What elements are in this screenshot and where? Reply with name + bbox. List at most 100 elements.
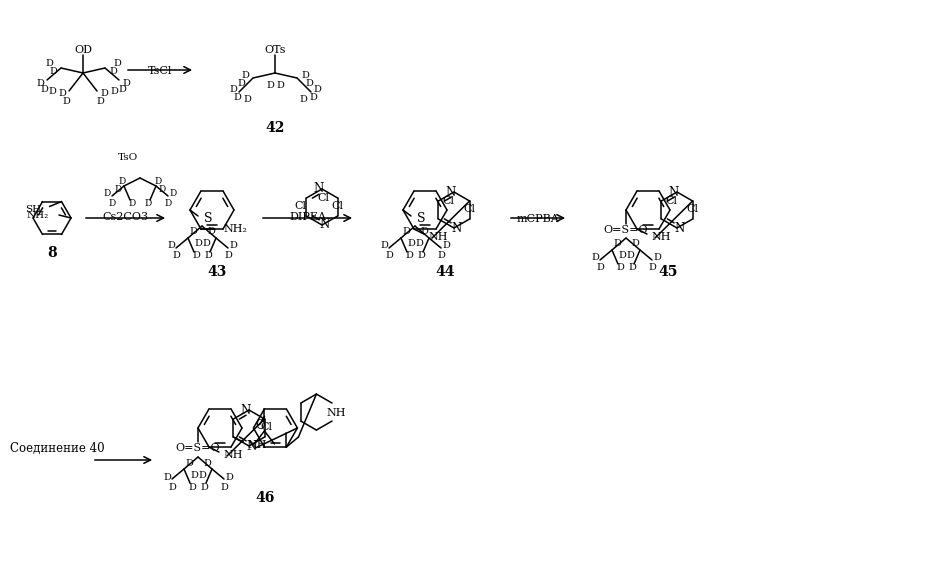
Text: D: D — [233, 94, 240, 103]
Text: Cl: Cl — [317, 193, 329, 203]
Text: O: O — [255, 420, 265, 432]
Text: OTs: OTs — [265, 45, 286, 55]
Text: OD: OD — [74, 45, 92, 55]
Text: D: D — [108, 199, 116, 207]
Text: N: N — [314, 182, 324, 196]
Text: NH: NH — [223, 450, 242, 460]
Text: D: D — [168, 482, 176, 492]
Text: D: D — [299, 96, 307, 104]
Text: Соединение 40: Соединение 40 — [10, 441, 105, 455]
Text: D: D — [616, 264, 624, 272]
Text: D: D — [648, 264, 656, 272]
Text: D: D — [198, 471, 206, 479]
Text: D: D — [190, 471, 198, 479]
Text: D: D — [40, 86, 48, 94]
Text: N: N — [240, 404, 251, 417]
Text: D: D — [276, 80, 284, 90]
Text: D: D — [169, 189, 177, 199]
Text: D: D — [438, 251, 445, 261]
Text: NH₂: NH₂ — [223, 224, 247, 234]
Text: mCPBA: mCPBA — [517, 214, 560, 224]
Text: D: D — [442, 241, 450, 250]
Text: D: D — [626, 251, 634, 261]
Text: NH: NH — [247, 440, 267, 450]
Text: N: N — [669, 186, 679, 199]
Text: D: D — [204, 251, 212, 261]
Text: D: D — [158, 186, 166, 195]
Text: O=S=O: O=S=O — [176, 443, 220, 453]
Text: N: N — [446, 186, 456, 199]
Text: 8: 8 — [47, 246, 56, 260]
Text: S: S — [204, 212, 213, 224]
Text: D: D — [58, 90, 66, 98]
Text: D: D — [144, 199, 152, 209]
Text: D: D — [613, 240, 621, 248]
Text: D: D — [188, 482, 196, 492]
Text: 42: 42 — [265, 121, 285, 135]
Text: D: D — [129, 199, 136, 209]
Text: D: D — [163, 472, 171, 482]
Text: D: D — [313, 86, 321, 94]
Text: D: D — [385, 251, 393, 261]
Text: D: D — [596, 264, 604, 272]
Text: N: N — [247, 440, 257, 452]
Text: D: D — [229, 86, 237, 94]
Text: D: D — [407, 240, 415, 248]
Text: D: D — [165, 199, 172, 207]
Text: Cl: Cl — [686, 204, 698, 214]
Text: D: D — [207, 227, 215, 237]
Text: D: D — [266, 80, 274, 90]
Text: D: D — [189, 227, 197, 237]
Text: D: D — [118, 86, 126, 94]
Text: D: D — [122, 79, 130, 87]
Text: D: D — [100, 90, 108, 98]
Text: D: D — [48, 87, 55, 97]
Text: TsO: TsO — [118, 154, 138, 162]
Text: D: D — [200, 482, 208, 492]
Text: D: D — [417, 251, 425, 261]
Text: D: D — [220, 482, 228, 492]
Text: O=S=O: O=S=O — [604, 225, 648, 235]
Text: Cl: Cl — [665, 196, 677, 206]
Text: Cl: Cl — [261, 422, 273, 432]
Text: D: D — [49, 66, 57, 76]
Text: N: N — [320, 219, 330, 231]
Text: 43: 43 — [207, 265, 227, 279]
Text: N: N — [675, 222, 685, 234]
Text: Cl: Cl — [331, 201, 343, 211]
Text: D: D — [167, 241, 175, 250]
Text: D: D — [237, 79, 245, 87]
Text: D: D — [380, 241, 388, 250]
Text: D: D — [194, 240, 202, 248]
Text: D: D — [591, 254, 599, 263]
Text: D: D — [118, 178, 126, 186]
Text: D: D — [405, 251, 413, 261]
Text: D: D — [241, 70, 249, 80]
Text: D: D — [305, 79, 313, 87]
Text: TsCl: TsCl — [148, 66, 172, 76]
Text: D: D — [109, 66, 117, 76]
Text: Cl: Cl — [463, 204, 475, 214]
Text: Cl: Cl — [294, 201, 306, 211]
Text: DIPEA: DIPEA — [289, 212, 326, 222]
Text: D: D — [224, 251, 232, 261]
Text: Cs2CO3: Cs2CO3 — [103, 212, 149, 222]
Text: D: D — [202, 240, 210, 248]
Text: 46: 46 — [255, 491, 275, 505]
Text: D: D — [113, 59, 121, 67]
Text: D: D — [185, 458, 193, 468]
Text: Cl: Cl — [442, 196, 454, 206]
Text: SH: SH — [25, 205, 42, 214]
Text: D: D — [402, 227, 410, 237]
Text: D: D — [631, 240, 639, 248]
Text: NH: NH — [428, 232, 448, 242]
Text: D: D — [618, 251, 626, 261]
Text: NH: NH — [327, 408, 346, 418]
Text: D: D — [415, 240, 423, 248]
Text: D: D — [301, 70, 309, 80]
Text: D: D — [192, 251, 200, 261]
Text: D: D — [62, 97, 70, 105]
Text: D: D — [96, 97, 104, 105]
Text: D: D — [110, 87, 118, 97]
Text: D: D — [172, 251, 180, 261]
